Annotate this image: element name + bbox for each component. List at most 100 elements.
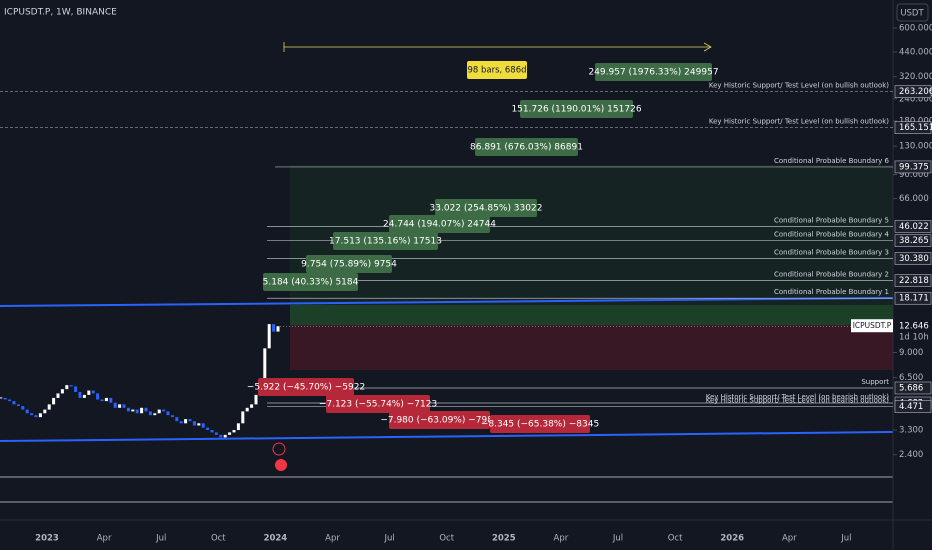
candle: [245, 407, 249, 412]
x-tick-label: Apr: [97, 534, 112, 544]
y-tick-label: 90.000: [899, 170, 929, 180]
candle: [197, 423, 201, 426]
x-tick-label: 2023: [35, 534, 59, 544]
candle: [135, 409, 139, 414]
level-name: Key Historic Support/ Test Level (on bea…: [706, 393, 890, 401]
gain-box: [389, 215, 490, 233]
y-tick-label: 2.400: [899, 450, 923, 460]
candle: [113, 402, 117, 408]
event-icon: [272, 442, 286, 456]
gain-label: 151.726 (1190.01%) 151726: [511, 105, 641, 115]
y-tick-label: 320.000: [899, 72, 932, 82]
last-price: 12.646: [899, 322, 929, 332]
level-price-box: [894, 400, 932, 413]
x-tick-label: Oct: [439, 534, 454, 544]
x-tick-label: Apr: [782, 534, 797, 544]
loss-label: −7.123 (−55.74%) −7123: [319, 400, 437, 410]
level-price-box: [894, 381, 932, 395]
level-name: Conditional Probable Boundary 2: [774, 271, 889, 279]
level-price-box: [894, 274, 932, 287]
level-price-box: [894, 252, 932, 265]
y-tick-label: 6.500: [899, 373, 923, 383]
bull-zone-near: [290, 305, 893, 325]
candle: [118, 404, 122, 408]
candle: [56, 393, 60, 398]
level-price: 38.265: [899, 236, 929, 246]
candle: [201, 423, 205, 428]
level-price: 4.471: [899, 402, 923, 412]
candle: [91, 390, 95, 394]
candle: [34, 415, 38, 418]
level-price-box: [894, 160, 932, 174]
candle: [144, 407, 148, 412]
y-tick-label: 440.000: [899, 47, 932, 57]
level-name: Conditional Probable Boundary 5: [774, 216, 889, 224]
candle: [104, 397, 108, 402]
candle: [179, 421, 183, 424]
gain-label: 249.957 (1976.33%) 249957: [588, 68, 718, 78]
level-name: Conditional Probable Boundary 4: [774, 231, 890, 239]
gain-box: [595, 63, 712, 81]
x-tick-label: Oct: [668, 534, 683, 544]
candle: [25, 409, 29, 414]
gain-box: [263, 273, 358, 291]
y-tick-label: 3.300: [899, 426, 923, 436]
candle: [122, 404, 126, 408]
level-price: 5.686: [899, 383, 923, 393]
loss-box: [389, 411, 490, 429]
loss-label: −7.980 (−63.09%) −7980: [380, 416, 499, 426]
candle: [162, 409, 166, 412]
loss-box: [490, 415, 590, 433]
countdown: 1d 10h: [899, 333, 929, 343]
x-tick-label: Oct: [211, 534, 226, 544]
gain-label: 24.744 (194.07%) 24744: [383, 220, 496, 230]
gain-label: 17.513 (135.16%) 17513: [329, 237, 442, 247]
level-name: Conditional Probable Boundary 3: [774, 249, 889, 257]
level-name: Key Historic Support/ Test Level (on bea…: [706, 397, 890, 405]
candle: [267, 324, 271, 349]
candle: [3, 397, 7, 400]
candle: [148, 411, 152, 416]
measure-box: [467, 61, 527, 79]
candle: [21, 406, 25, 410]
y-tick-label: 66.000: [899, 194, 929, 204]
currency: USDT: [900, 9, 924, 19]
x-tick-label: 2026: [720, 534, 744, 544]
candle: [192, 421, 196, 426]
candle: [184, 419, 188, 424]
candle: [254, 394, 258, 405]
candle: [206, 427, 210, 431]
symbol-title: ICPUSDT.P, 1W, BINANCE: [4, 8, 117, 18]
candle: [157, 409, 161, 414]
x-tick-label: Jul: [612, 534, 623, 544]
trend-line: [0, 297, 894, 307]
candle: [8, 399, 12, 402]
level-price: 99.375: [899, 162, 929, 172]
gain-label: 33.022 (254.85%) 33022: [430, 204, 543, 214]
candle: [188, 419, 192, 422]
event-icon: [275, 459, 287, 471]
gain-box: [435, 199, 537, 217]
candle: [65, 385, 69, 390]
candle: [166, 411, 170, 416]
candle: [236, 423, 240, 431]
candle: [126, 407, 130, 412]
gain-label: 86.891 (676.03%) 86891: [470, 143, 583, 153]
candle: [78, 391, 82, 398]
candle: [223, 434, 227, 438]
candle: [175, 417, 179, 422]
bear-zone: [290, 325, 893, 370]
currency-button[interactable]: [896, 3, 929, 22]
candle: [38, 413, 42, 418]
level-price: 22.818: [899, 276, 929, 286]
level-price: 18.171: [899, 294, 929, 304]
gain-label: 5.184 (40.33%) 5184: [263, 278, 359, 288]
level-name: Key Historic Support/ Test Level (on bul…: [709, 82, 889, 90]
trend-line: [0, 431, 894, 442]
candle: [82, 394, 86, 398]
x-tick-label: Apr: [325, 534, 340, 544]
gain-box: [475, 138, 578, 156]
level-price: 263.206: [899, 87, 932, 97]
candle: [272, 324, 276, 332]
